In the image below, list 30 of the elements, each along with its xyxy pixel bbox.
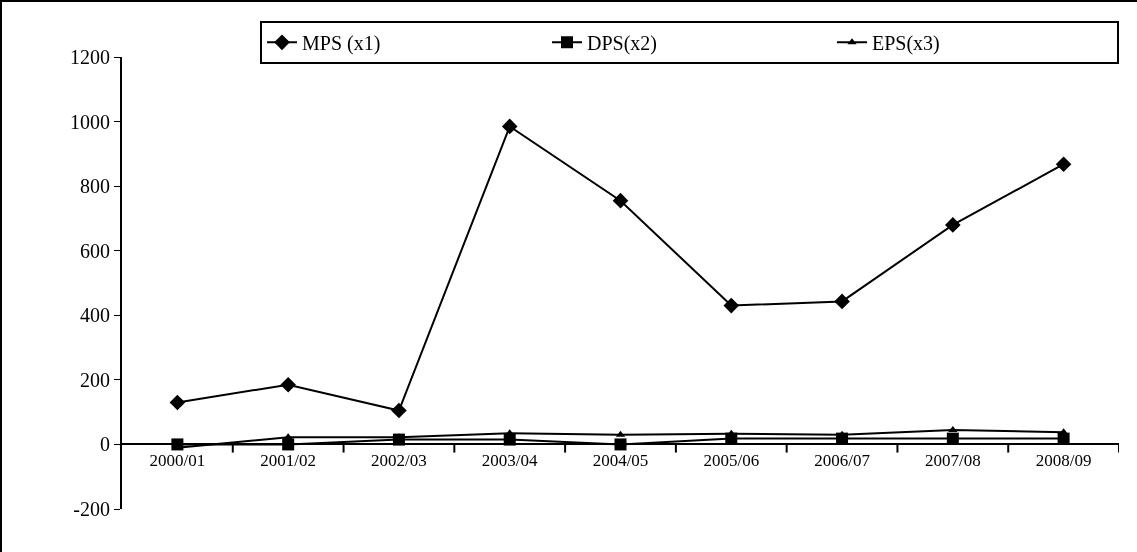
x-tick-label: 2000/01 [149,450,206,470]
y-tick-label: 0 [100,433,110,456]
legend-label: EPS(x3) [872,32,940,56]
y-tick-label: 1000 [70,110,110,133]
point [391,402,407,419]
x-tick-label: 2002/03 [371,450,427,470]
y-tick-label: 400 [80,304,110,327]
x-tick-label: 2003/04 [481,450,539,470]
point [169,394,186,411]
y-tick-label: 600 [80,239,110,262]
point [723,297,740,314]
point [501,118,518,135]
point [1055,156,1072,172]
x-tick-label: 2006/07 [814,450,871,470]
x-tick-label: 2005/06 [703,450,760,470]
point [834,293,850,310]
point [945,217,961,233]
x-tick-label: 2007/08 [924,450,981,470]
legend-label: DPS(x2) [587,32,658,56]
x-tick-label: 2008/09 [1035,450,1092,470]
y-tick-label: 1200 [70,46,110,68]
point [280,376,296,393]
point [612,192,629,209]
x-tick-label: 2001/02 [260,450,317,470]
y-tick-label: 200 [80,368,110,391]
y-tick-label: -200 [73,498,110,520]
x-tick-label: 2004/05 [592,450,649,470]
y-tick-label: 800 [80,175,110,198]
point [948,425,958,432]
legend-label: MPS (x1) [302,32,381,56]
